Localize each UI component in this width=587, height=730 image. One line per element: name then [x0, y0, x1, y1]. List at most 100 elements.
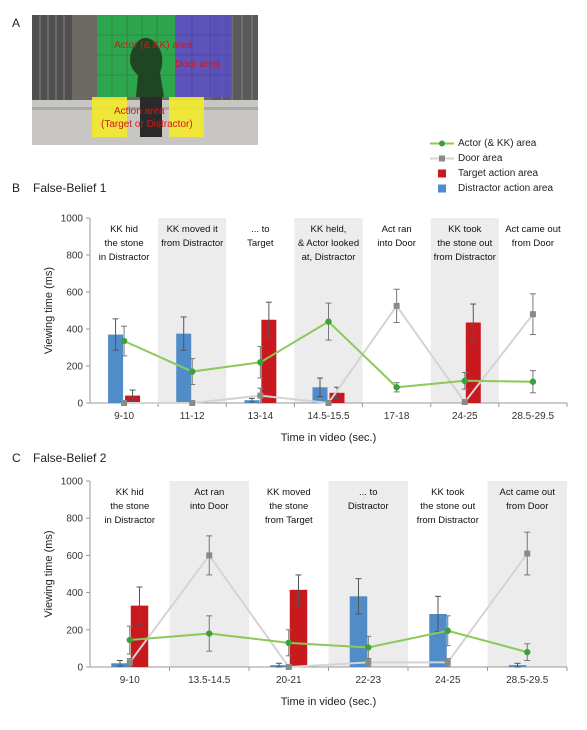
chart-legend: Actor (& KK) area Door area Target actio… [430, 136, 553, 196]
y-tick-label: 400 [66, 588, 83, 599]
chart-false-belief-2: 0 200 400 600 800 1000 Viewing time (ms) 9-10 13… [43, 477, 568, 708]
actor-point [120, 337, 128, 345]
event-annotation: at, Distractor [302, 252, 356, 263]
x-tick-label: 9-10 [120, 675, 140, 686]
event-annotation: KK took [431, 487, 465, 498]
door-point [365, 659, 372, 666]
y-tick-label: 1000 [61, 214, 84, 225]
event-annotation: KK held, [311, 224, 347, 235]
x-tick-label: 11-12 [180, 411, 205, 422]
door-area-overlay [175, 15, 232, 97]
x-tick-label: 13-14 [248, 411, 274, 422]
panel-c-title: False-Belief 2 [33, 451, 107, 465]
event-annotation: from Distractor [434, 252, 496, 263]
door-point [524, 550, 531, 557]
area-label-action: Action area [114, 106, 165, 117]
event-annotation: Act ran [382, 224, 412, 235]
door-point [325, 400, 332, 406]
target-bar [261, 319, 277, 403]
distractor-bar [349, 596, 368, 667]
actor-point [325, 318, 332, 325]
y-tick-label: 200 [66, 625, 83, 636]
event-annotation: from Door [512, 238, 554, 249]
y-tick-label: 200 [66, 362, 83, 373]
event-annotation: the stone [110, 501, 149, 512]
event-annotation: Target [247, 238, 274, 249]
event-annotation: ... to [359, 487, 377, 498]
panel-c-letter: C [12, 451, 21, 465]
actor-point [529, 378, 537, 385]
chart-false-belief-1: 0 200 400 600 800 1000 Viewing time (ms) 9-10 11… [43, 214, 568, 444]
event-annotation: KK moved it [167, 224, 219, 235]
legend-item-target: Target action area [430, 166, 553, 181]
x-tick-label: 28.5-29.5 [512, 411, 555, 422]
y-tick-label: 800 [66, 514, 83, 525]
actor-point [393, 384, 400, 391]
legend-label-distractor: Distractor action area [458, 183, 554, 194]
y-axis-label: Viewing time (ms) [43, 267, 55, 354]
y-tick-label: 1000 [61, 477, 84, 488]
event-annotation: the stone [105, 238, 144, 249]
actor-point [285, 639, 292, 647]
actor-point [189, 368, 196, 375]
y-tick-label: 600 [66, 551, 83, 562]
door-point [393, 302, 400, 309]
door-point [461, 399, 468, 406]
x-tick-label: 9-10 [114, 411, 134, 422]
actor-point [524, 648, 531, 656]
x-axis-label: Time in video (sec.) [281, 696, 377, 708]
event-annotation: in Distractor [99, 252, 150, 263]
y-tick-label: 400 [66, 325, 83, 336]
event-annotation: KK hid [116, 487, 144, 498]
x-tick-label: 20-21 [276, 675, 302, 686]
actor-point [461, 377, 468, 384]
area-label-door: Door area [175, 59, 220, 70]
door-point [126, 659, 133, 666]
x-tick-label: 24-25 [452, 411, 478, 422]
actor-area-line [129, 629, 528, 654]
actor-point [206, 630, 213, 637]
x-axis-label: Time in video (sec.) [281, 432, 377, 444]
event-annotation: from Target [265, 515, 313, 526]
actor-point [257, 359, 264, 366]
door-area-line [128, 552, 529, 669]
event-annotation: into Door [377, 238, 416, 249]
x-tick-label: 14.5-15.5 [307, 411, 350, 422]
legend-label-door: Door area [458, 153, 503, 164]
event-annotation: KK hid [110, 224, 138, 235]
target-bar [289, 589, 308, 667]
x-tick-label: 28.5-29.5 [506, 675, 549, 686]
event-annotation: from Distractor [161, 238, 223, 249]
area-label-actor: Actor (& KK) area [114, 40, 193, 51]
action-area-left [92, 97, 127, 137]
y-tick-label: 0 [77, 399, 83, 410]
event-annotation: ... to [251, 224, 269, 235]
door-point [529, 311, 536, 318]
panel-b-letter: B [12, 181, 21, 195]
legend-item-door: Door area [430, 151, 553, 166]
event-annotation: from Distractor [417, 515, 479, 526]
y-tick-label: 600 [66, 288, 83, 299]
door-point [206, 552, 213, 559]
door-point [257, 392, 264, 399]
target-bar [465, 322, 481, 403]
legend-label-target: Target action area [458, 168, 539, 179]
panel-a-letter: A [12, 16, 21, 30]
area-label-action-sub: (Target or Distractor) [101, 119, 193, 130]
door-point [121, 400, 128, 406]
actor-point [365, 644, 372, 651]
event-annotation: & Actor looked [298, 238, 359, 249]
event-annotation: the stone out [420, 501, 475, 512]
target-bar [130, 605, 149, 667]
event-annotation: in Distractor [104, 515, 155, 526]
actor-point [444, 627, 451, 634]
actor-point [126, 636, 133, 644]
legend-item-distractor: Distractor action area [430, 181, 553, 196]
event-annotation: KK moved [267, 487, 311, 498]
distractor-bar [429, 613, 447, 667]
event-annotation: Act came out [505, 224, 561, 235]
x-tick-label: 13.5-14.5 [188, 675, 231, 686]
door-point [189, 400, 196, 406]
distractor-bar [108, 334, 124, 403]
event-annotation: into Door [190, 501, 229, 512]
